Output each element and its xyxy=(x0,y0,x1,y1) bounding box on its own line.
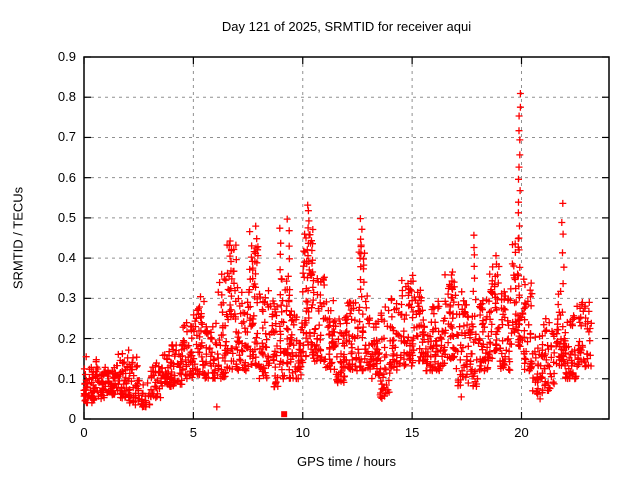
square-marker xyxy=(281,411,288,418)
scatter-points xyxy=(80,90,595,411)
y-tick-label: 0.8 xyxy=(57,89,76,105)
x-tick-label: 15 xyxy=(404,425,420,440)
x-tick-label: 0 xyxy=(80,425,88,440)
y-tick-label: 0.6 xyxy=(57,169,76,185)
y-tick-label: 0.1 xyxy=(57,370,76,386)
chart-title: Day 121 of 2025, SRMTID for receiver aqu… xyxy=(221,19,472,34)
y-tick-label: 0.5 xyxy=(57,209,76,225)
plot-border xyxy=(83,56,610,420)
y-tick-label: 0.9 xyxy=(57,49,76,64)
x-tick-label: 20 xyxy=(514,425,529,440)
x-tick-label: 5 xyxy=(189,425,197,440)
x-axis-label: GPS time / hours xyxy=(297,454,396,469)
y-tick-label: 0.4 xyxy=(57,250,76,266)
y-tick-label: 0 xyxy=(68,411,76,426)
x-tick-label: 10 xyxy=(295,425,310,440)
y-tick-label: 0.2 xyxy=(57,330,76,346)
y-tick-label: 0.3 xyxy=(57,290,76,306)
y-tick-label: 0.7 xyxy=(57,129,76,145)
